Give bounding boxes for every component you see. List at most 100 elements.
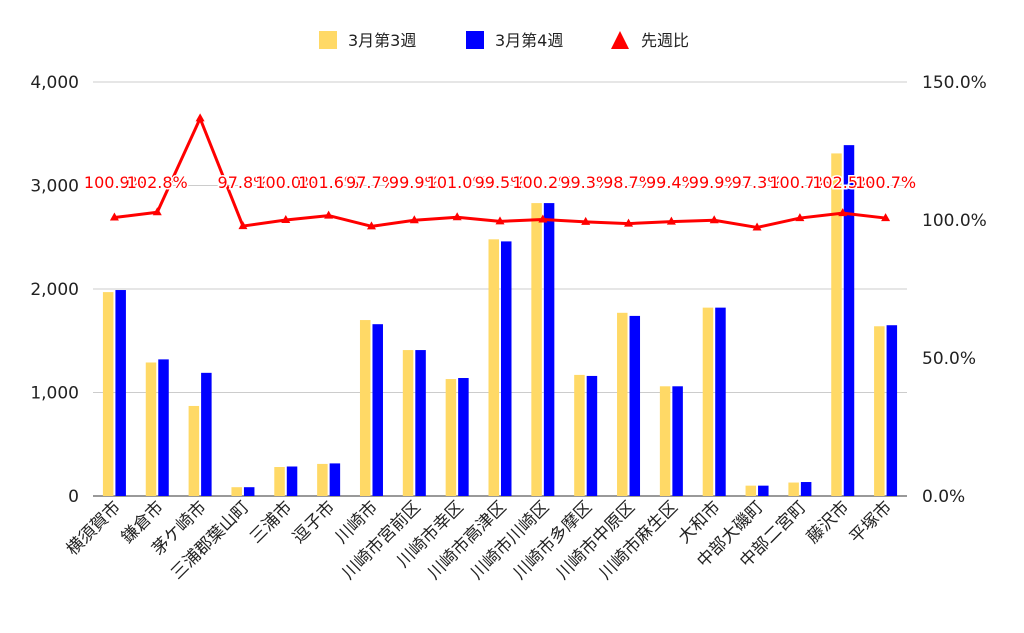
- bar-series-2: [115, 290, 126, 496]
- bars: [102, 145, 898, 497]
- bar-series-2: [758, 485, 769, 496]
- right-axis: 0.0% 50.0% 100.0% 150.0%: [922, 73, 987, 507]
- ratio-point: [538, 214, 548, 223]
- ratio-data-label: 100.7%: [769, 173, 830, 192]
- bar-series-2: [243, 487, 255, 496]
- ratio-point: [452, 212, 462, 221]
- bar-series-2: [372, 324, 383, 496]
- left-tick-label: 4,000: [30, 73, 79, 93]
- ratio-data-label: 100.9%: [84, 173, 145, 192]
- bar-series-2: [886, 325, 898, 496]
- ratio-data-label: 100.0%: [255, 173, 316, 192]
- left-axis: 0 1,000 2,000 3,000 4,000: [30, 73, 79, 507]
- right-tick-label: 150.0%: [922, 73, 987, 93]
- right-tick-label: 0.0%: [922, 487, 965, 507]
- ratio-point: [881, 213, 891, 222]
- bar-series-2: [201, 372, 212, 496]
- ratio-data-label: 99.3%: [560, 173, 611, 192]
- ratio-data-label: 101.0%: [427, 173, 488, 192]
- bar-series-1: [788, 482, 799, 496]
- bar-series-2: [629, 315, 641, 496]
- bar-series-2: [843, 145, 855, 496]
- bar-series-2: [672, 386, 683, 496]
- bar-series-1: [445, 379, 457, 496]
- ratio-point: [324, 210, 334, 219]
- right-tick-label: 50.0%: [922, 349, 976, 369]
- left-tick-label: 3,000: [30, 177, 79, 197]
- bar-series-2: [543, 203, 555, 496]
- ratio-data-label: 100.2%: [512, 173, 573, 192]
- legend: 3月第3週 3月第4週 先週比: [319, 31, 689, 50]
- category-label: 三浦市: [246, 497, 296, 547]
- bar-series-1: [102, 292, 114, 496]
- bar-series-1: [145, 362, 157, 496]
- ratio-data-label: 102.5%: [812, 173, 873, 192]
- legend-label-series-1: 3月第3週: [348, 31, 416, 50]
- ratio-data-label: 99.9%: [689, 173, 740, 192]
- ratio-point: [281, 215, 291, 223]
- bar-series-2: [286, 466, 298, 496]
- ratio-point: [709, 215, 719, 224]
- ratio-point: [795, 213, 805, 222]
- gridlines: [93, 81, 907, 497]
- bar-series-1: [702, 307, 714, 496]
- legend-label-series-3: 先週比: [641, 31, 689, 50]
- bar-series-1: [188, 405, 200, 496]
- legend-swatch-series-2: [466, 31, 484, 49]
- bar-series-1: [231, 487, 242, 496]
- bar-series-1: [659, 386, 671, 496]
- ratio-point: [109, 212, 119, 221]
- ratio-point: [195, 113, 205, 122]
- right-tick-label: 100.0%: [922, 211, 987, 231]
- bar-series-2: [586, 375, 598, 496]
- ratio-point: [838, 208, 848, 217]
- ratio-point: [624, 218, 634, 227]
- ratio-data-label: 98.7%: [603, 173, 654, 192]
- bar-series-1: [831, 153, 842, 497]
- ratio-data-label: 99.5%: [475, 173, 526, 192]
- left-tick-label: 1,000: [30, 384, 79, 404]
- ratio-data-label: 97.7%: [346, 173, 397, 192]
- ratio-point: [752, 222, 762, 231]
- ratio-data-label: 99.4%: [646, 173, 697, 192]
- ratio-data-label: 97.8%: [218, 173, 269, 192]
- left-tick-label: 2,000: [30, 280, 79, 300]
- ratio-point: [152, 207, 162, 216]
- ratio-point: [581, 216, 591, 225]
- bar-series-2: [501, 241, 512, 496]
- ratio-point: [238, 221, 248, 230]
- bar-series-1: [317, 463, 328, 496]
- bar-series-2: [715, 307, 726, 496]
- bar-series-2: [415, 350, 426, 496]
- bar-series-1: [274, 467, 285, 496]
- bar-series-1: [359, 320, 371, 496]
- bar-series-2: [800, 482, 812, 496]
- category-label: 藤沢市: [803, 497, 853, 547]
- category-label: 逗子市: [289, 497, 339, 547]
- bar-series-1: [574, 374, 585, 496]
- bar-series-1: [531, 203, 542, 496]
- x-axis: 横須賀市鎌倉市茅ケ崎市三浦郡葉山町三浦市逗子市川崎市川崎市宮前区川崎市幸区川崎市…: [63, 497, 896, 583]
- bar-series-1: [617, 312, 628, 496]
- ratio-point: [409, 215, 419, 224]
- ratio-data-label: 100.7%: [855, 173, 916, 192]
- legend-marker-series-3: [611, 31, 629, 49]
- bar-series-2: [329, 463, 341, 496]
- category-label: 平塚市: [846, 497, 896, 547]
- ratio-point: [666, 216, 676, 225]
- bar-series-1: [874, 326, 885, 496]
- ratio-data-label: 99.9%: [389, 173, 440, 192]
- ratio-point: [495, 216, 505, 225]
- ratio-data-label: 102.8%: [127, 173, 188, 192]
- bar-series-1: [402, 350, 414, 496]
- bar-series-2: [458, 378, 469, 496]
- legend-swatch-series-1: [319, 31, 337, 49]
- bar-series-1: [488, 239, 499, 496]
- ratio-data-label: 97.3%: [732, 173, 783, 192]
- ratio-line: 100.9%102.8% 97.8%100.0%101.6%97.7%99.9%1…: [82, 113, 918, 231]
- bar-series-1: [745, 485, 757, 496]
- ratio-data-label: 101.6%: [298, 173, 359, 192]
- ratio-point: [366, 221, 376, 230]
- bar-series-2: [158, 359, 169, 496]
